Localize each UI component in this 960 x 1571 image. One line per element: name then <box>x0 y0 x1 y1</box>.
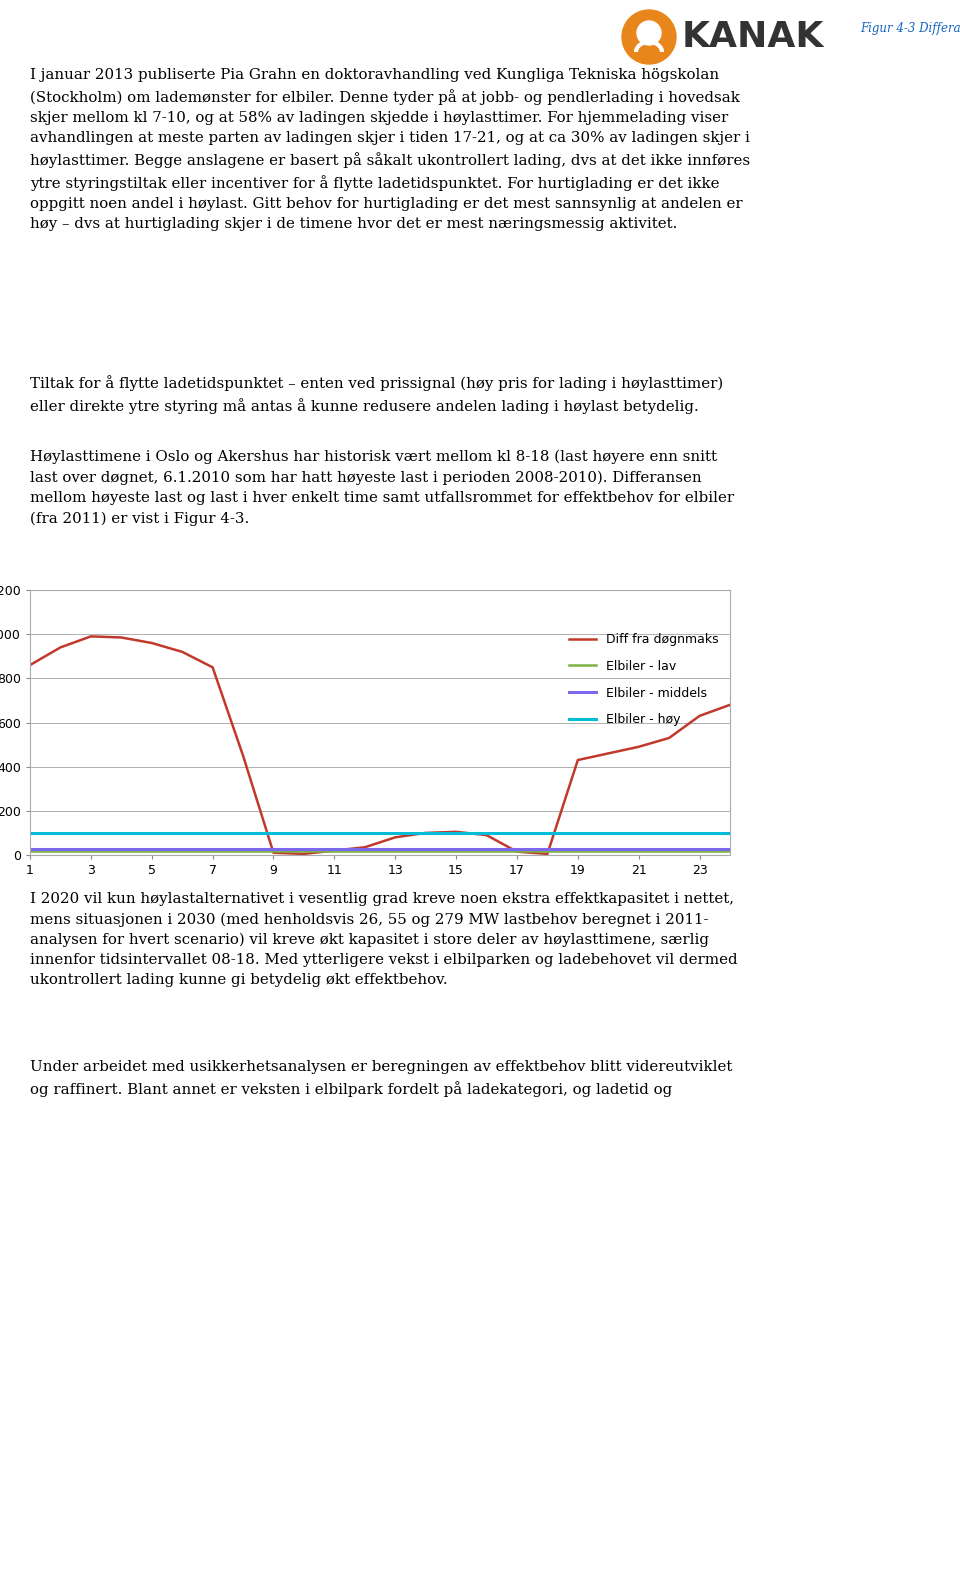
Text: Under arbeidet med usikkerhetsanalysen er beregningen av effektbehov blitt vider: Under arbeidet med usikkerhetsanalysen e… <box>30 1060 732 1097</box>
Legend: Diff fra døgnmaks, Elbiler - lav, Elbiler - middels, Elbiler - høy: Diff fra døgnmaks, Elbiler - lav, Elbile… <box>564 628 724 731</box>
Text: KANAK: KANAK <box>682 20 825 53</box>
Text: Høylasttimene i Oslo og Akershus har historisk vært mellom kl 8-18 (last høyere : Høylasttimene i Oslo og Akershus har his… <box>30 449 734 526</box>
Text: I 2020 vil kun høylastalternativet i vesentlig grad kreve noen ekstra effektkapa: I 2020 vil kun høylastalternativet i ves… <box>30 892 737 988</box>
Text: I januar 2013 publiserte Pia Grahn en doktoravhandling ved Kungliga Tekniska hög: I januar 2013 publiserte Pia Grahn en do… <box>30 68 750 231</box>
Circle shape <box>637 20 661 46</box>
Text: Tiltak for å flytte ladetidspunktet – enten ved prissignal (høy pris for lading : Tiltak for å flytte ladetidspunktet – en… <box>30 375 723 413</box>
Circle shape <box>622 9 676 64</box>
Text: Figur 4-3 Differanse mellom makslast og last pr time sammenlignet med effektbeho: Figur 4-3 Differanse mellom makslast og … <box>860 22 960 35</box>
